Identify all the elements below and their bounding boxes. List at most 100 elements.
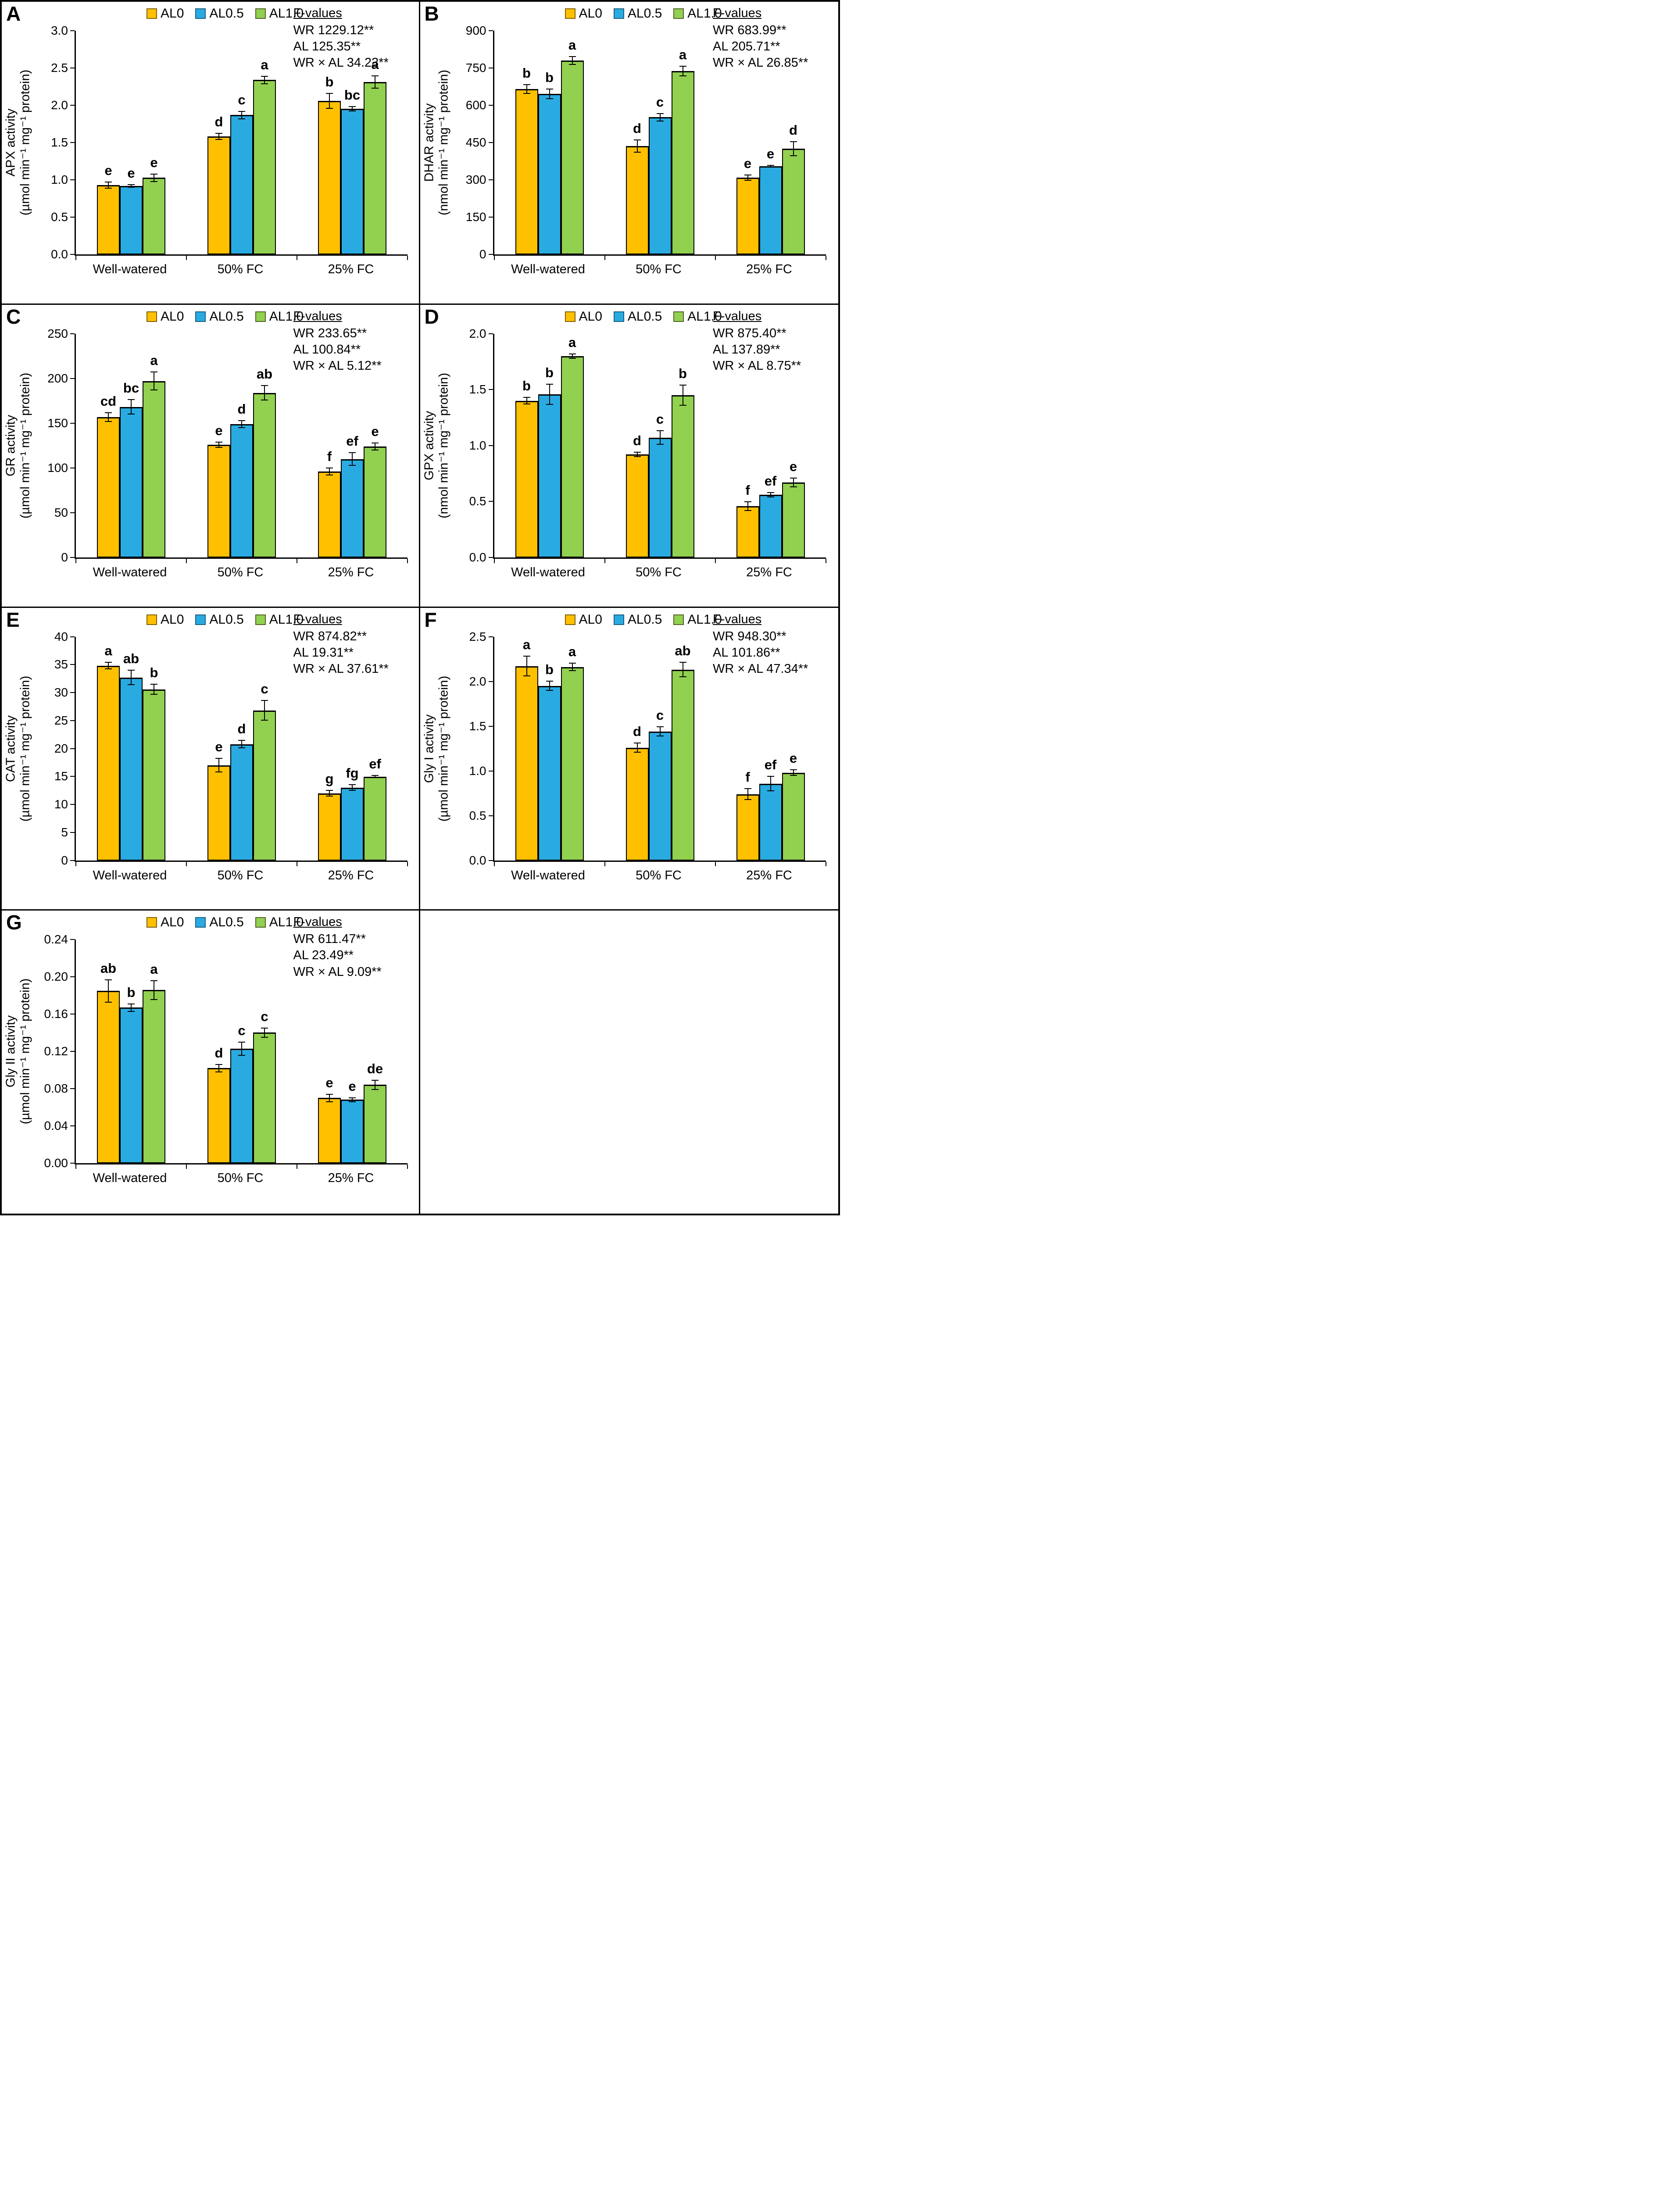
plot-area: 0.00 0.04 0.08 0.12 0.16 0.20 0.24 ab b a d c c e e de <box>44 933 408 1169</box>
panel-c-cell: C GR activity (µmol min⁻¹ mg⁻¹ protein) AL0… <box>2 304 420 608</box>
legend-item-al0: AL0 <box>565 6 602 21</box>
error-bar-cap-bottom <box>105 668 112 670</box>
x-category-label: 50% FC <box>217 565 264 579</box>
error-bar <box>352 453 353 466</box>
significance-letter: f <box>745 769 750 785</box>
significance-letter: b <box>545 69 554 85</box>
error-bar <box>549 681 550 690</box>
panel-letter: B <box>424 2 439 25</box>
significance-letter: a <box>371 57 379 72</box>
error-bar-cap-bottom <box>546 689 553 691</box>
legend-label: AL1.0 <box>687 612 722 627</box>
error-bar-cap-top <box>679 662 686 663</box>
y-tick-mark <box>70 30 75 31</box>
plot-area: 0 150 300 450 600 750 900 b b a d c a e e d <box>466 25 826 261</box>
bar-al0-1 <box>515 89 538 254</box>
bar-al1.0-1 <box>143 990 165 1164</box>
legend-label: AL0.5 <box>627 309 662 324</box>
x-tick-mark <box>715 558 716 563</box>
error-bar <box>264 386 265 400</box>
f-value-line: WR 1229.12** <box>293 23 374 38</box>
bar-al1.0-2 <box>253 1032 276 1164</box>
legend-item-al1.0: AL1.0 <box>673 309 722 324</box>
legend-item-al0: AL0 <box>147 612 184 627</box>
legend-swatch-al0 <box>147 8 157 19</box>
error-bar-cap-bottom <box>790 775 797 776</box>
error-bar-cap-bottom <box>633 456 641 457</box>
f-values-block: F-values WR 611.47** AL 23.49** WR × AL 9.0… <box>293 914 413 980</box>
error-bar <box>241 740 242 748</box>
y-tick-label: 0.5 <box>469 808 486 822</box>
significance-letter: ab <box>123 650 139 666</box>
legend-swatch-al0.5 <box>613 614 624 625</box>
error-bar-cap-bottom <box>326 1101 333 1102</box>
bar-al0-3 <box>318 1098 341 1164</box>
error-bar <box>747 789 748 800</box>
legend-item-al0.5: AL0.5 <box>195 612 244 627</box>
bar-al0-2 <box>207 136 230 254</box>
f-values-block: F-values WR 1229.12** AL 125.35** WR × AL 3… <box>293 5 413 71</box>
figure-grid: A APX activity (µmol min⁻¹ mg⁻¹ protein) AL… <box>0 0 840 1215</box>
y-tick-mark <box>70 1125 75 1127</box>
legend-label: AL1.0 <box>269 915 304 930</box>
significance-letter: e <box>325 1075 333 1090</box>
x-tick-mark <box>604 861 605 866</box>
y-axis-title: CAT activity (µmol min⁻¹ mg⁻¹ protein) <box>4 637 33 861</box>
bar-al0.5-2 <box>230 744 253 861</box>
error-bar-cap-bottom <box>744 510 751 511</box>
error-bar-cap-top <box>238 1042 245 1043</box>
y-tick-label: 150 <box>47 416 68 430</box>
error-bar-cap-top <box>744 788 751 789</box>
bar-al1.0-3 <box>364 1085 386 1164</box>
x-category-label: Well-watered <box>93 868 167 882</box>
bar-al0.5-1 <box>120 1007 143 1164</box>
error-bar-cap-bottom <box>261 720 268 721</box>
y-axis-title: GPX activity (nmol min⁻¹ mg⁻¹ protein) <box>422 334 451 557</box>
y-axis-title-line1: GR activity <box>4 414 18 476</box>
significance-letter: g <box>325 771 334 787</box>
legend-swatch-al1.0 <box>255 917 266 928</box>
error-bar <box>218 442 219 447</box>
bar-al0-2 <box>626 454 649 557</box>
x-tick-mark <box>493 558 495 563</box>
significance-letter: ef <box>764 757 777 773</box>
y-tick-label: 300 <box>465 173 486 186</box>
bar-al1.0-1 <box>561 356 584 557</box>
error-bar <box>636 452 638 457</box>
error-bar <box>218 133 219 139</box>
f-values-title: F-values <box>293 6 342 20</box>
x-category-label: 50% FC <box>636 262 682 276</box>
error-bar-cap-top <box>656 430 664 432</box>
error-bar-cap-bottom <box>372 87 379 89</box>
error-bar <box>108 182 109 188</box>
bar-al0.5-3 <box>341 459 364 557</box>
f-value-line: WR × AL 8.75** <box>713 359 801 373</box>
bar-al0-3 <box>318 793 341 861</box>
y-tick-label: 0.08 <box>44 1082 68 1096</box>
bar-al1.0-3 <box>782 482 805 557</box>
f-value-line: WR × AL 34.23** <box>293 56 389 70</box>
y-axis-title-line1: Gly II activity <box>4 1015 18 1088</box>
bar-al0-2 <box>207 765 230 861</box>
error-bar-cap-bottom <box>546 98 553 100</box>
bar-al0-1 <box>97 665 120 861</box>
x-category-label: Well-watered <box>511 565 585 579</box>
legend-swatch-al1.0 <box>673 614 684 625</box>
bar-al1.0-3 <box>364 82 386 254</box>
error-bar-cap-top <box>679 65 686 67</box>
plot-area: 0 50 100 150 200 250 cd bc a e d ab f ef e <box>47 327 408 563</box>
error-bar-cap-bottom <box>546 404 553 405</box>
error-bar-cap-top <box>656 726 664 728</box>
y-axis-title-line2: (µmol min⁻¹ mg⁻¹ protein) <box>18 69 32 216</box>
y-axis-title-line2: (nmol min⁻¹ mg⁻¹ protein) <box>436 70 451 215</box>
y-tick-label: 0.12 <box>44 1044 68 1058</box>
error-bar-cap-top <box>767 164 774 166</box>
legend-item-al0.5: AL0.5 <box>195 915 244 930</box>
legend-item-al0: AL0 <box>565 612 602 627</box>
significance-letter: a <box>568 644 576 660</box>
y-tick-label: 2.0 <box>51 98 68 112</box>
plot-area: 0.0 0.5 1.0 1.5 2.0 2.5 a b a d c ab f ef e <box>469 630 826 866</box>
bar-al0.5-1 <box>120 677 143 861</box>
error-bar <box>352 106 353 111</box>
y-tick-mark <box>70 832 75 833</box>
